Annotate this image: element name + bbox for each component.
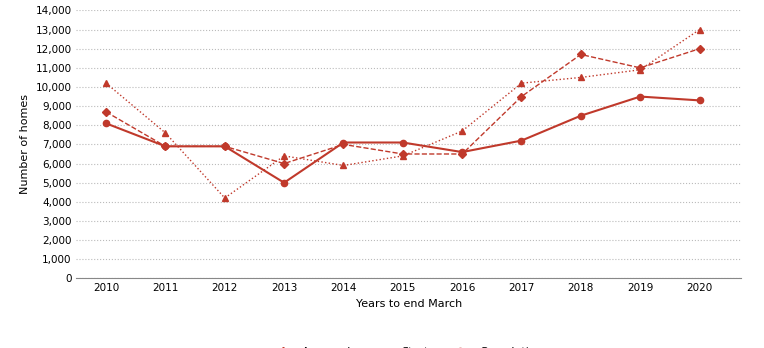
- Approvals: [695, 47, 704, 51]
- Starts: [220, 196, 229, 200]
- Completions: [576, 113, 585, 118]
- Starts: [339, 163, 348, 167]
- Approvals: [576, 52, 585, 56]
- Completions: [636, 94, 645, 99]
- Starts: [517, 81, 526, 85]
- Line: Starts: Starts: [102, 26, 703, 201]
- Starts: [280, 154, 289, 158]
- Approvals: [161, 144, 170, 148]
- Line: Completions: Completions: [103, 94, 703, 186]
- Starts: [458, 129, 467, 133]
- Completions: [339, 140, 348, 145]
- Approvals: [102, 110, 111, 114]
- Approvals: [517, 94, 526, 99]
- Starts: [695, 27, 704, 32]
- Starts: [398, 154, 407, 158]
- Approvals: [636, 66, 645, 70]
- X-axis label: Years to end March: Years to end March: [355, 299, 462, 309]
- Completions: [517, 139, 526, 143]
- Approvals: [220, 144, 229, 148]
- Approvals: [339, 142, 348, 147]
- Completions: [161, 144, 170, 148]
- Y-axis label: Number of homes: Number of homes: [20, 94, 30, 195]
- Approvals: [458, 152, 467, 156]
- Completions: [398, 140, 407, 145]
- Completions: [695, 98, 704, 102]
- Legend: Approvals, Starts, Completions: Approvals, Starts, Completions: [264, 343, 553, 348]
- Completions: [102, 121, 111, 125]
- Completions: [220, 144, 229, 148]
- Starts: [102, 81, 111, 85]
- Approvals: [398, 152, 407, 156]
- Completions: [280, 181, 289, 185]
- Completions: [458, 150, 467, 154]
- Starts: [161, 131, 170, 135]
- Starts: [636, 68, 645, 72]
- Starts: [576, 75, 585, 79]
- Line: Approvals: Approvals: [103, 46, 703, 167]
- Approvals: [280, 161, 289, 166]
